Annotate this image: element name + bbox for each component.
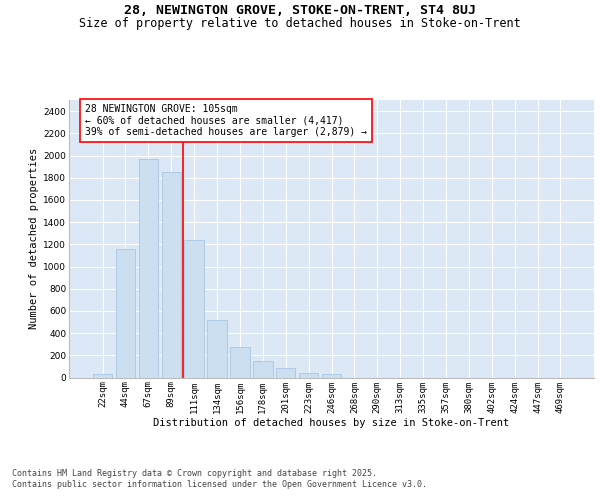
Y-axis label: Number of detached properties: Number of detached properties [29, 148, 39, 330]
Bar [161, 172, 181, 378]
Bar [208, 320, 227, 378]
Bar [276, 368, 295, 378]
Text: Contains HM Land Registry data © Crown copyright and database right 2025.: Contains HM Land Registry data © Crown c… [12, 469, 377, 478]
Bar [139, 159, 158, 378]
Bar [299, 373, 319, 378]
Text: 28 NEWINGTON GROVE: 105sqm
← 60% of detached houses are smaller (4,417)
39% of s: 28 NEWINGTON GROVE: 105sqm ← 60% of deta… [85, 104, 367, 138]
Bar [253, 361, 272, 378]
Bar [230, 347, 250, 378]
Text: Contains public sector information licensed under the Open Government Licence v3: Contains public sector information licen… [12, 480, 427, 489]
Bar [322, 374, 341, 378]
Text: 28, NEWINGTON GROVE, STOKE-ON-TRENT, ST4 8UJ: 28, NEWINGTON GROVE, STOKE-ON-TRENT, ST4… [124, 4, 476, 16]
Text: Size of property relative to detached houses in Stoke-on-Trent: Size of property relative to detached ho… [79, 18, 521, 30]
X-axis label: Distribution of detached houses by size in Stoke-on-Trent: Distribution of detached houses by size … [154, 418, 509, 428]
Bar [116, 248, 135, 378]
Bar [184, 240, 204, 378]
Bar [93, 374, 112, 378]
